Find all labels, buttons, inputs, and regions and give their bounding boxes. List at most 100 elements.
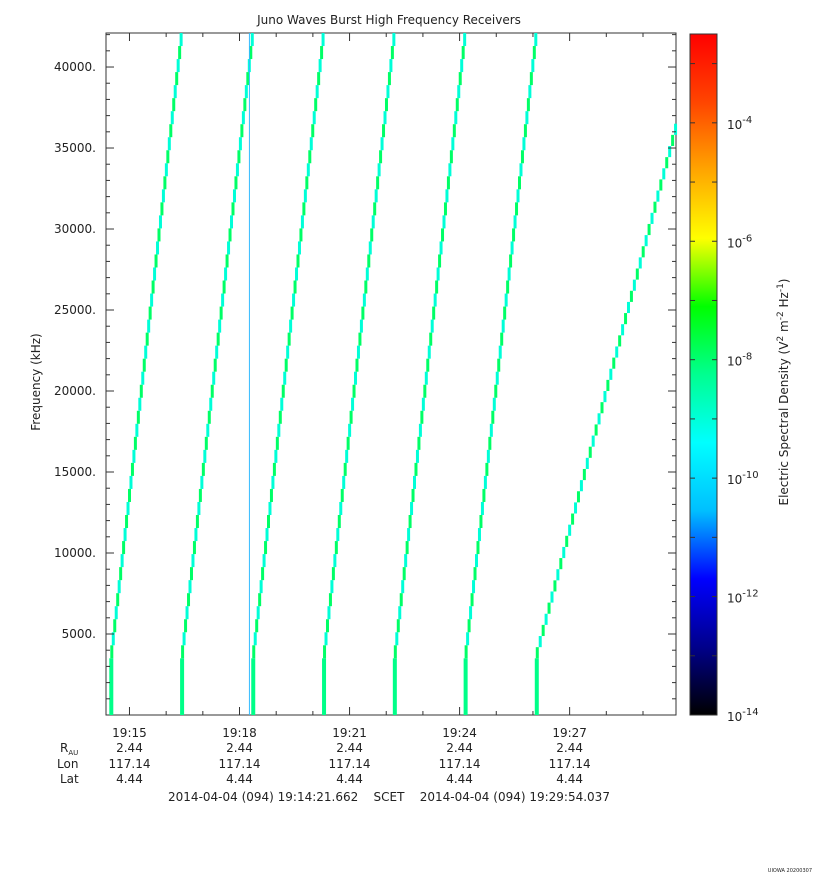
sweep-step — [244, 85, 248, 99]
sweep-step — [517, 176, 521, 190]
colorbar-tick-label: 10-8 — [727, 352, 752, 369]
sweep-step — [417, 436, 421, 450]
y-axis-label: Frequency (kHz) — [29, 333, 43, 430]
sweep-step — [142, 358, 146, 372]
sweep-step — [650, 212, 654, 224]
lon-value: 117.14 — [108, 757, 150, 771]
sweep-step — [234, 176, 238, 190]
sweep-step — [358, 332, 362, 346]
sweep-step — [523, 124, 527, 138]
sweep-step — [629, 290, 633, 302]
sweep-step — [516, 189, 520, 203]
sweep-step — [510, 241, 514, 255]
sweep-step — [519, 163, 523, 177]
sweep-step — [438, 254, 442, 268]
sweep-step — [164, 163, 168, 177]
sweep-step — [317, 72, 321, 86]
sweep-step — [111, 632, 115, 646]
sweep-step — [330, 580, 334, 594]
sweep-step — [600, 402, 604, 414]
sweep-step — [127, 488, 131, 502]
colorbar-tick-label: 10-12 — [727, 589, 759, 606]
sweep-step — [470, 593, 474, 607]
sweep-step — [195, 515, 199, 529]
sweep-step — [225, 254, 229, 268]
sweep-step — [182, 632, 186, 646]
sweep-step — [331, 567, 335, 581]
sweep-step — [498, 345, 502, 359]
sweep-step — [187, 593, 191, 607]
sweep-step — [117, 580, 121, 594]
sweep-step — [230, 215, 234, 229]
colorbar-fill — [689, 33, 718, 716]
sweep-step — [404, 554, 408, 568]
sweep-step — [306, 163, 310, 177]
sweep-step — [309, 137, 313, 151]
sweep-step — [318, 59, 322, 73]
plot-frame — [105, 32, 677, 716]
sweep-step — [119, 567, 123, 581]
sweep-step — [361, 306, 365, 320]
sweep-step — [379, 150, 383, 164]
sweep-base-bar — [392, 658, 397, 715]
chart-title: Juno Waves Burst High Frequency Receiver… — [256, 13, 521, 27]
sweep-step — [300, 215, 304, 229]
sweep-step — [110, 645, 114, 659]
sweep-step — [503, 306, 507, 320]
sweep-step — [189, 567, 193, 581]
sweep-step — [674, 123, 678, 135]
sweep-step — [132, 449, 136, 463]
sweep-step — [256, 606, 260, 620]
sweep-step — [495, 371, 499, 385]
sweep-step — [188, 580, 192, 594]
lon-value: 117.14 — [439, 757, 481, 771]
sweep-step — [135, 423, 139, 437]
lon-value: 117.14 — [219, 757, 261, 771]
sweep-step — [665, 157, 669, 169]
sweep-step — [383, 111, 387, 125]
sweep-step — [147, 319, 151, 333]
sweep-step — [158, 215, 162, 229]
sweep-step — [206, 423, 210, 437]
sweep-step — [321, 33, 325, 47]
sweep-step — [271, 475, 275, 489]
sweep-step — [421, 397, 425, 411]
sweep-step — [286, 345, 290, 359]
sweep-step — [333, 554, 337, 568]
sweep-step — [559, 558, 563, 570]
sweep-step — [266, 515, 270, 529]
sweep-step — [606, 379, 610, 392]
sweep-step — [476, 541, 480, 555]
colorbar-tick-label: 10-10 — [727, 470, 759, 487]
sweep-step — [343, 462, 347, 476]
sweep-step — [277, 423, 281, 437]
sweep-step — [352, 384, 356, 398]
sweep-4 — [322, 33, 396, 715]
sweep-step — [339, 501, 343, 516]
rau-label: RAU — [60, 741, 78, 757]
x-tick-label: 19:27 — [552, 726, 587, 740]
sweep-step — [455, 98, 459, 112]
colorbar-tick-base: 10 — [727, 355, 742, 369]
sweep-step — [176, 59, 180, 73]
sweep-step — [374, 189, 378, 203]
sweep-step — [413, 475, 417, 489]
sweep-step — [238, 137, 242, 151]
sweep-step — [547, 602, 551, 614]
sweep-base-bar — [251, 658, 256, 715]
sweep-step — [287, 332, 291, 346]
sweep-step — [184, 619, 188, 633]
sweep-step — [278, 410, 282, 424]
ephemeris-row-labels: RAU Lon Lat — [57, 741, 79, 786]
colorbar-tick-exponent: -4 — [742, 115, 752, 126]
sweep-step — [430, 319, 434, 333]
sweep-step — [405, 541, 409, 555]
sweep-step — [414, 462, 418, 476]
sweep-step — [181, 645, 185, 659]
sweep-step — [485, 462, 489, 476]
colorbar-label: Electric Spectral Density (V2 m-2 Hz-1) — [776, 278, 791, 505]
sweep-step — [509, 254, 513, 268]
sweep-step — [458, 72, 462, 86]
colorbar-tick-exponent: -12 — [742, 589, 758, 600]
